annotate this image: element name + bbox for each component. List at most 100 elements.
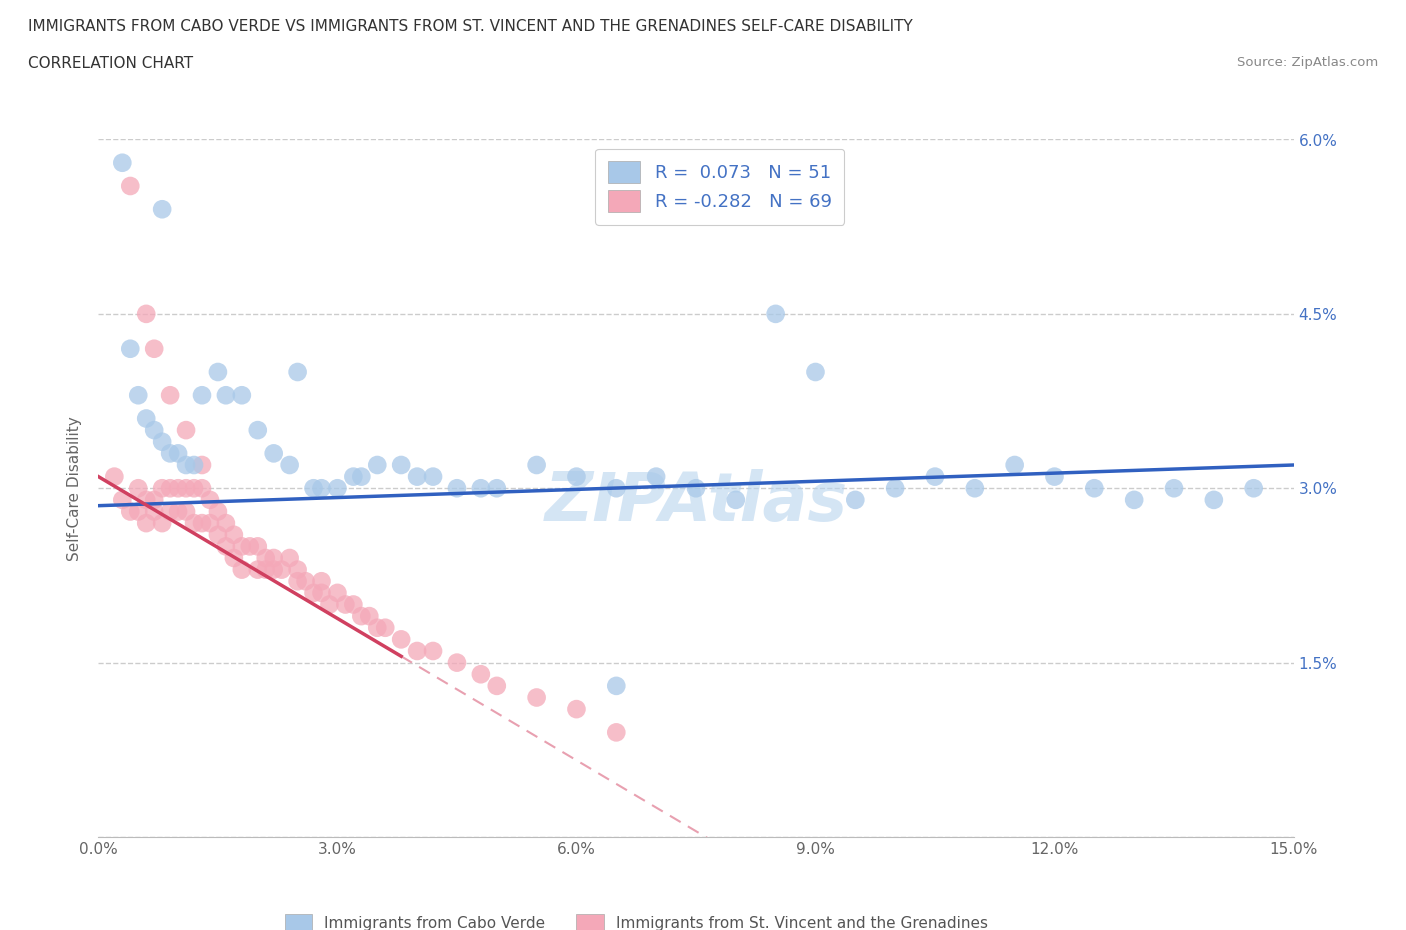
Point bbox=[366, 458, 388, 472]
Point bbox=[804, 365, 827, 379]
Point bbox=[150, 481, 173, 496]
Point bbox=[470, 481, 492, 496]
Point bbox=[103, 469, 125, 484]
Point bbox=[174, 481, 197, 496]
Point bbox=[254, 562, 277, 577]
Point bbox=[143, 504, 166, 519]
Point bbox=[215, 539, 238, 554]
Point bbox=[127, 388, 149, 403]
Point bbox=[366, 620, 388, 635]
Point bbox=[135, 515, 157, 530]
Point bbox=[207, 527, 229, 542]
Point bbox=[278, 458, 301, 472]
Point bbox=[159, 446, 181, 461]
Point bbox=[1163, 481, 1185, 496]
Point bbox=[246, 539, 269, 554]
Point bbox=[143, 493, 166, 508]
Point bbox=[159, 481, 181, 496]
Point bbox=[406, 644, 429, 658]
Text: Source: ZipAtlas.com: Source: ZipAtlas.com bbox=[1237, 56, 1378, 69]
Point bbox=[263, 551, 285, 565]
Point bbox=[222, 551, 245, 565]
Point bbox=[127, 504, 149, 519]
Point bbox=[350, 469, 373, 484]
Point bbox=[359, 609, 381, 624]
Point bbox=[198, 493, 221, 508]
Point bbox=[605, 481, 627, 496]
Point bbox=[127, 481, 149, 496]
Point bbox=[470, 667, 492, 682]
Text: ZIPAtlas: ZIPAtlas bbox=[544, 470, 848, 535]
Point bbox=[318, 597, 340, 612]
Point bbox=[120, 179, 142, 193]
Point bbox=[406, 469, 429, 484]
Point bbox=[183, 515, 205, 530]
Point bbox=[191, 388, 214, 403]
Point bbox=[565, 469, 588, 484]
Point bbox=[844, 493, 866, 508]
Point bbox=[374, 620, 396, 635]
Point bbox=[287, 574, 309, 589]
Point bbox=[263, 562, 285, 577]
Point bbox=[150, 515, 173, 530]
Point bbox=[724, 493, 747, 508]
Point bbox=[198, 515, 221, 530]
Point bbox=[526, 458, 548, 472]
Point bbox=[963, 481, 986, 496]
Point bbox=[231, 539, 253, 554]
Point bbox=[143, 341, 166, 356]
Point bbox=[263, 446, 285, 461]
Point bbox=[350, 609, 373, 624]
Point bbox=[302, 586, 325, 601]
Point bbox=[183, 458, 205, 472]
Point bbox=[270, 562, 292, 577]
Point bbox=[111, 155, 134, 170]
Point bbox=[1043, 469, 1066, 484]
Point bbox=[685, 481, 707, 496]
Point bbox=[167, 504, 190, 519]
Point bbox=[311, 586, 333, 601]
Point bbox=[1083, 481, 1105, 496]
Point bbox=[254, 551, 277, 565]
Point bbox=[207, 504, 229, 519]
Point bbox=[326, 586, 349, 601]
Point bbox=[143, 422, 166, 438]
Point bbox=[605, 679, 627, 694]
Point bbox=[605, 725, 627, 740]
Point bbox=[239, 539, 262, 554]
Point bbox=[183, 481, 205, 496]
Point bbox=[135, 493, 157, 508]
Point bbox=[159, 504, 181, 519]
Point bbox=[884, 481, 907, 496]
Point bbox=[765, 307, 787, 322]
Point bbox=[446, 481, 468, 496]
Point bbox=[222, 527, 245, 542]
Point bbox=[311, 574, 333, 589]
Text: IMMIGRANTS FROM CABO VERDE VS IMMIGRANTS FROM ST. VINCENT AND THE GRENADINES SEL: IMMIGRANTS FROM CABO VERDE VS IMMIGRANTS… bbox=[28, 19, 912, 33]
Point bbox=[1202, 493, 1225, 508]
Point bbox=[174, 422, 197, 438]
Point bbox=[207, 365, 229, 379]
Point bbox=[246, 562, 269, 577]
Point bbox=[485, 481, 508, 496]
Point bbox=[159, 388, 181, 403]
Point bbox=[246, 422, 269, 438]
Point bbox=[191, 515, 214, 530]
Point bbox=[174, 504, 197, 519]
Point bbox=[191, 458, 214, 472]
Point bbox=[326, 481, 349, 496]
Point bbox=[150, 202, 173, 217]
Point bbox=[1004, 458, 1026, 472]
Point bbox=[1123, 493, 1146, 508]
Point bbox=[422, 469, 444, 484]
Point bbox=[287, 562, 309, 577]
Point bbox=[120, 341, 142, 356]
Point bbox=[135, 307, 157, 322]
Point bbox=[215, 388, 238, 403]
Point bbox=[485, 679, 508, 694]
Y-axis label: Self-Care Disability: Self-Care Disability bbox=[67, 416, 83, 561]
Point bbox=[231, 562, 253, 577]
Point bbox=[645, 469, 668, 484]
Point bbox=[174, 458, 197, 472]
Point bbox=[924, 469, 946, 484]
